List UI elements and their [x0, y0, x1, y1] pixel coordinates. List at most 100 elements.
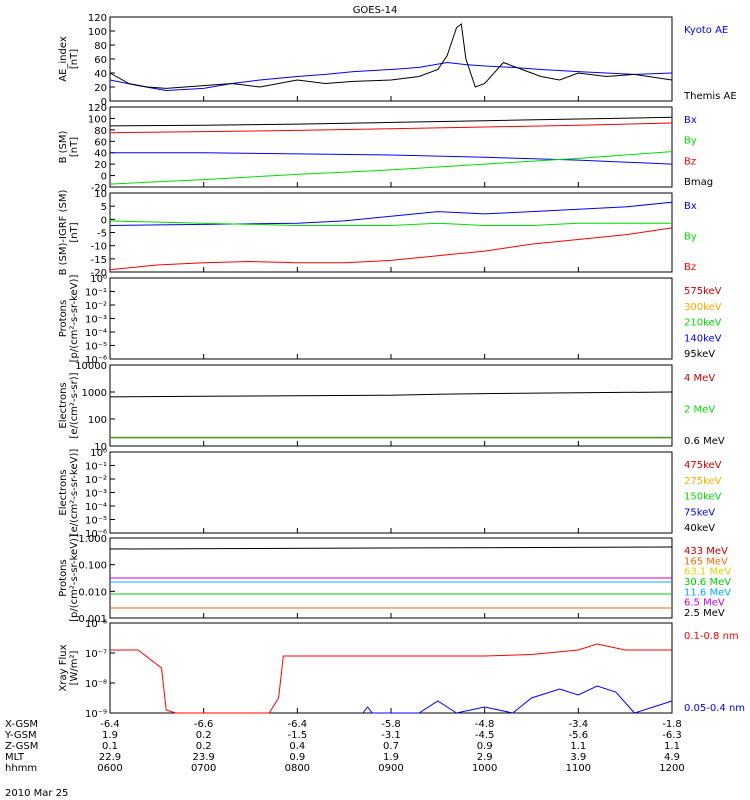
panel-electrons2: 10⁰ 10⁻¹ 10⁻² 10⁻³ 10⁻⁴ 10⁻⁵ 10⁻⁶ Electrons [e/(… [58, 448, 722, 540]
y-tick-label: 100 [88, 27, 107, 38]
y-tick-label: 40 [94, 69, 107, 80]
x-tick-label: -4.8 [475, 719, 495, 730]
legend-entry: 4 MeV [684, 373, 715, 384]
legend-entry: 475keV [684, 460, 722, 471]
y-tick-label: -20 [91, 183, 107, 194]
y-tick-label: 10⁻⁴ [85, 502, 107, 513]
x-tick-label: 0.9 [477, 741, 493, 752]
series-line-2.5-MeV [109, 546, 673, 550]
y-tick-label: -20 [91, 268, 107, 279]
y-tick-label: 60 [94, 137, 107, 148]
y-tick-label: 1000 [82, 388, 107, 399]
x-tick-label: 1.9 [383, 752, 399, 763]
legend-entry: 150keV [684, 492, 722, 503]
legend-entry: 575keV [684, 286, 722, 297]
legend-entry: 2 MeV [684, 405, 715, 416]
x-tick-label: 23.9 [193, 752, 215, 763]
y-tick-label: 10⁻⁶ [85, 619, 107, 630]
x-tick-label: 1200 [659, 763, 684, 774]
y-tick-label: -5 [97, 229, 107, 240]
y-tick-label: 0 [101, 215, 107, 226]
y-tick-label: 10⁻¹ [85, 462, 107, 473]
x-row-label: X-GSM [5, 719, 38, 730]
series-line-Bx [109, 201, 673, 226]
y-axis-label: [e/(cm²-s-sr-keV)] [69, 449, 80, 537]
x-tick-label: -5.6 [569, 730, 589, 741]
y-tick-label: -10 [91, 242, 107, 253]
y-tick-label: 10000 [75, 361, 107, 372]
x-tick-label: -6.4 [100, 719, 120, 730]
legend-entry: 6.5 MeV [684, 598, 725, 609]
y-axis-label: [p/(cm²-s-sr-keV)] [69, 275, 80, 363]
x-axis-table: X-GSMY-GSMZ-GSMMLThhmm-6.41.90.122.90600… [4, 719, 685, 774]
x-tick-label: 3.9 [570, 752, 586, 763]
series-line-0.1-0.8-nm [110, 643, 672, 714]
y-tick-label: 20 [94, 160, 107, 171]
panel-xray: 10⁻⁶ 10⁻⁷ 10⁻⁸ 10⁻⁹ Xray Flux [W/m²] 0.1-0.8 n… [58, 619, 745, 720]
y-tick-label: 10⁰ [90, 448, 107, 459]
y-tick-label: 80 [94, 41, 107, 52]
legend-entry: Bz [684, 262, 696, 273]
x-tick-label: 0.2 [196, 730, 212, 741]
x-tick-label: -1.5 [288, 730, 308, 741]
y-tick-label: 10⁻⁵ [85, 516, 107, 527]
legend-entry: 275keV [684, 476, 722, 487]
legend-entry: 433 MeV [684, 546, 728, 557]
series-line-0.6-MeV [109, 391, 673, 398]
series-line-Bz [109, 122, 673, 134]
y-axis-label: Electrons [58, 382, 69, 428]
x-row-label: Y-GSM [4, 730, 37, 741]
x-tick-label: 2.9 [477, 752, 493, 763]
legend-entry: By [684, 232, 697, 243]
legend-entry: 0.05-0.4 nm [684, 703, 745, 714]
y-tick-label: 100 [88, 114, 107, 125]
legend-entry: 95keV [684, 349, 715, 360]
legend-entry: 210keV [684, 318, 722, 329]
panel-frame [109, 622, 673, 714]
panel-protons2: 1.000 0.100 0.010 0.001 Protons [p/(cm²-s-sr-… [58, 534, 731, 625]
legend-entry: Bx [684, 115, 697, 126]
y-tick-label: 10⁻⁹ [85, 709, 107, 720]
x-row-label: hhmm [5, 763, 37, 774]
legend-entry: 75keV [684, 507, 715, 518]
y-tick-label: -15 [91, 255, 107, 266]
x-tick-label: 0.7 [383, 741, 399, 752]
series-line-Bx [110, 152, 673, 165]
panel-electrons1: 10000 1000 100 10 Electrons [e/(cm²-s-sr)] 4 M… [58, 361, 725, 453]
y-axis-label: Electrons [58, 469, 69, 515]
y-tick-label: 120 [88, 103, 107, 114]
series-line-0.05-0.4-nm [362, 685, 673, 714]
x-tick-label: 1100 [566, 763, 591, 774]
x-tick-label: 1.9 [102, 730, 118, 741]
x-tick-label: 0.4 [289, 741, 305, 752]
x-tick-label: -6.6 [194, 719, 214, 730]
x-tick-label: 1000 [472, 763, 497, 774]
y-tick-label: 1.000 [78, 534, 107, 545]
x-row-label: Z-GSM [5, 741, 38, 752]
legend-entry: Kyoto AE [684, 25, 728, 36]
y-tick-label: 80 [94, 126, 107, 137]
y-tick-label: 10⁻² [85, 475, 107, 486]
y-axis-label: Xray Flux [58, 644, 69, 691]
legend-entry: By [684, 136, 697, 147]
legend-entry: 0.1-0.8 nm [684, 631, 739, 642]
panel-frame [109, 451, 673, 534]
panel-frame [109, 364, 673, 447]
x-tick-label: 0700 [191, 763, 216, 774]
y-axis-label: [W/m²] [69, 650, 80, 685]
y-axis-label: Protons [58, 559, 69, 596]
x-tick-label: 0900 [378, 763, 403, 774]
x-tick-label: 0.2 [196, 741, 212, 752]
x-tick-label: -6.3 [662, 730, 682, 741]
x-tick-label: -1.8 [662, 719, 682, 730]
y-tick-label: 10⁻⁷ [85, 649, 107, 660]
y-axis-label: [p/(cm²-s-sr-keV)] [69, 534, 80, 622]
x-tick-label: 0.1 [102, 741, 118, 752]
y-axis-label: [nT] [69, 222, 80, 242]
legend-entry: 0.6 MeV [684, 436, 725, 447]
x-tick-label: 0.9 [289, 752, 305, 763]
y-tick-label: 40 [94, 149, 107, 160]
y-tick-label: 120 [88, 13, 107, 24]
x-tick-label: 1.1 [570, 741, 586, 752]
